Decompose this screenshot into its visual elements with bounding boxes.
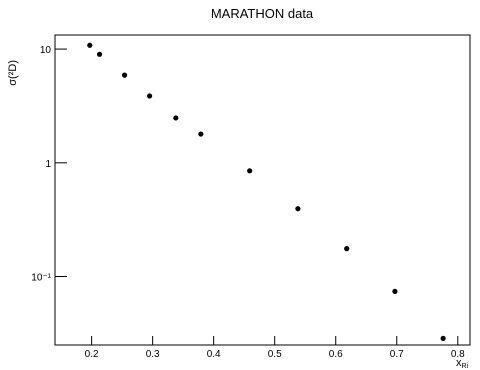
- data-point: [146, 93, 153, 99]
- data-point: [392, 288, 398, 295]
- chart-title: MARATHON data: [211, 6, 314, 21]
- data-point: [173, 115, 179, 121]
- x-tick-label: 0.8: [451, 349, 465, 360]
- data-point: [344, 246, 350, 252]
- data-point: [440, 335, 446, 341]
- x-tick-label: 0.5: [268, 349, 282, 360]
- x-label-main: x: [456, 357, 462, 369]
- x-tick-label: 0.6: [329, 349, 343, 360]
- x-label-sub: Ri: [461, 363, 468, 370]
- data-point: [87, 42, 93, 48]
- y-tick-label: 10⁻¹: [31, 273, 51, 284]
- y-tick-label: 10: [40, 45, 52, 56]
- x-tick-label: 0.3: [146, 349, 160, 360]
- data-point: [247, 168, 253, 174]
- y-tick-label: 1: [45, 159, 51, 170]
- data-point: [96, 51, 103, 57]
- plot-frame: [54, 34, 471, 346]
- x-tick-label: 0.2: [85, 349, 99, 360]
- data-point: [198, 131, 204, 137]
- data-point: [295, 206, 301, 212]
- x-axis-label: xRi: [456, 357, 469, 370]
- data-point: [121, 72, 128, 78]
- y-axis-label: σ(²D): [7, 60, 19, 86]
- x-tick-label: 0.4: [207, 349, 221, 360]
- x-tick-label: 0.7: [390, 349, 404, 360]
